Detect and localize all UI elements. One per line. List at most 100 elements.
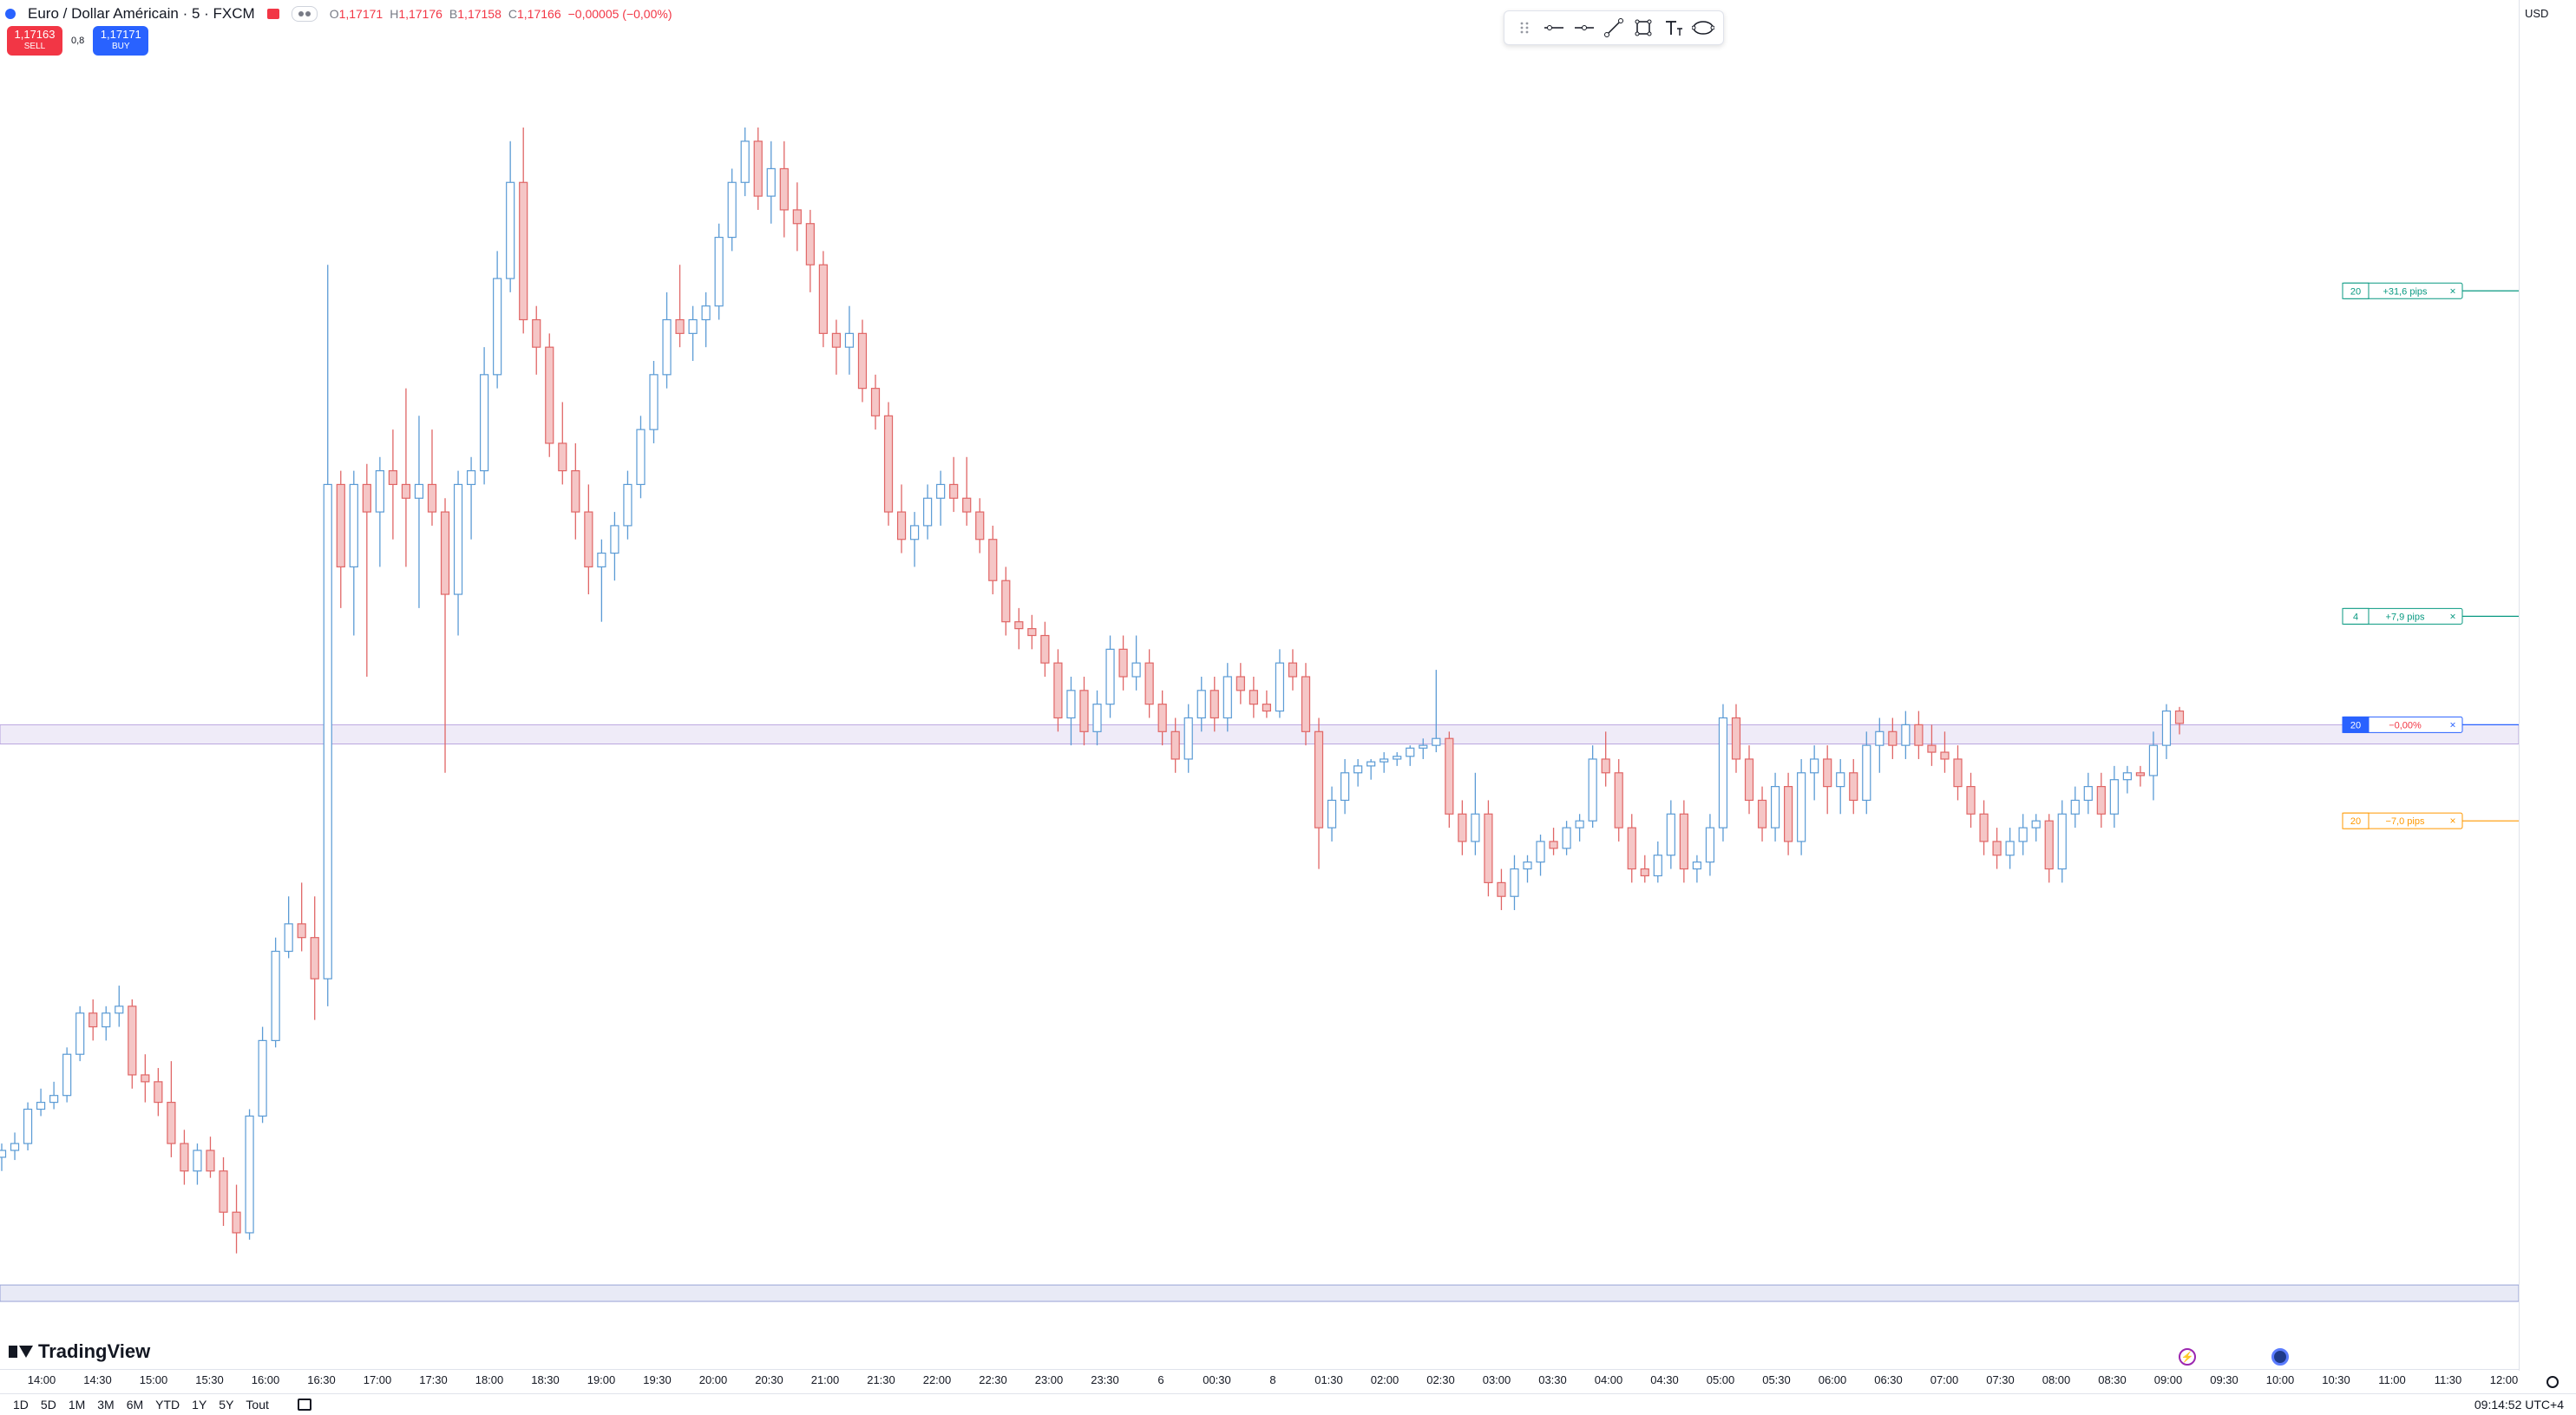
candle[interactable] <box>844 305 855 375</box>
candle[interactable] <box>1340 758 1350 815</box>
candle[interactable] <box>2057 800 2067 883</box>
candle[interactable] <box>1810 745 1819 801</box>
candle[interactable] <box>545 333 554 457</box>
candle[interactable] <box>597 539 606 622</box>
candle[interactable] <box>1718 704 1728 842</box>
candle[interactable] <box>1692 855 1701 883</box>
candle[interactable] <box>1432 670 1441 753</box>
candle[interactable] <box>480 347 489 485</box>
candle[interactable] <box>1262 690 1272 718</box>
candle[interactable] <box>401 388 411 567</box>
candle[interactable] <box>180 1130 189 1185</box>
candle[interactable] <box>1144 649 1154 718</box>
range-button[interactable]: Tout <box>246 1398 269 1412</box>
candle[interactable] <box>206 1137 215 1178</box>
candle[interactable] <box>753 127 763 210</box>
candle[interactable] <box>975 498 985 554</box>
candle[interactable] <box>1784 772 1793 855</box>
candle[interactable] <box>1523 855 1532 883</box>
tradingview-logo[interactable]: TradingView <box>9 1340 150 1363</box>
range-button[interactable]: 1D <box>13 1398 29 1412</box>
candle[interactable] <box>453 470 463 636</box>
horizontal-line-icon[interactable] <box>1542 16 1566 40</box>
candle[interactable] <box>1849 758 1858 815</box>
candle[interactable] <box>1953 745 1963 801</box>
candle[interactable] <box>740 127 750 197</box>
candle[interactable] <box>688 305 698 361</box>
candle[interactable] <box>1770 772 1780 842</box>
candle[interactable] <box>1367 758 1376 780</box>
candle[interactable] <box>1653 841 1662 883</box>
candle[interactable] <box>1327 786 1337 842</box>
candle[interactable] <box>0 1143 7 1171</box>
candle[interactable] <box>2005 828 2015 869</box>
clock[interactable]: 09:14:52 UTC+4 <box>2474 1398 2564 1412</box>
candle[interactable] <box>1118 635 1128 691</box>
candle[interactable] <box>128 999 137 1089</box>
currency-label[interactable]: USD <box>2525 7 2549 20</box>
candle[interactable] <box>219 1156 228 1227</box>
buy-button[interactable]: 1,17171 BUY <box>93 26 149 56</box>
close-order-icon[interactable]: × <box>2449 718 2455 730</box>
candle[interactable] <box>1966 772 1976 829</box>
candle[interactable] <box>988 525 998 595</box>
candle[interactable] <box>49 1081 59 1110</box>
candle[interactable] <box>1066 677 1076 746</box>
candle[interactable] <box>1079 677 1089 746</box>
trend-line-icon[interactable] <box>1602 16 1626 40</box>
range-button[interactable]: 5Y <box>219 1398 234 1412</box>
candle[interactable] <box>1588 745 1597 829</box>
candle[interactable] <box>779 141 789 238</box>
candle[interactable] <box>532 305 541 375</box>
candle[interactable] <box>2109 765 2119 829</box>
rectangle-icon[interactable] <box>1631 16 1655 40</box>
candle[interactable] <box>883 402 894 526</box>
candle[interactable] <box>519 127 528 334</box>
candle[interactable] <box>154 1068 163 1117</box>
candle[interactable] <box>1797 758 1806 855</box>
candle[interactable] <box>636 416 646 499</box>
candle[interactable] <box>493 251 502 389</box>
candle[interactable] <box>2122 765 2132 794</box>
candle[interactable] <box>506 141 515 292</box>
candle[interactable] <box>2174 706 2185 735</box>
symbol-title[interactable]: Euro / Dollar Américain · 5 · FXCM <box>28 5 255 22</box>
candle[interactable] <box>2018 814 2028 855</box>
candle[interactable] <box>1354 758 1363 787</box>
drag-handle-icon[interactable] <box>1512 16 1537 40</box>
close-order-icon[interactable]: × <box>2449 285 2455 297</box>
range-button[interactable]: YTD <box>155 1398 180 1412</box>
candle[interactable] <box>923 484 933 540</box>
candle[interactable] <box>2070 786 2080 829</box>
candle[interactable] <box>1666 800 1675 869</box>
candle[interactable] <box>1875 717 1884 773</box>
candle[interactable] <box>310 896 319 1020</box>
candle[interactable] <box>1092 690 1102 746</box>
candle[interactable] <box>870 374 881 430</box>
candle[interactable] <box>1406 745 1415 766</box>
candle[interactable] <box>962 456 972 526</box>
candle[interactable] <box>1040 621 1050 677</box>
candle[interactable] <box>1001 567 1011 636</box>
candle[interactable] <box>23 1102 33 1150</box>
candle[interactable] <box>2044 814 2054 883</box>
candle[interactable] <box>440 498 450 773</box>
gear-icon[interactable] <box>2547 1376 2559 1388</box>
candle[interactable] <box>1380 752 1389 773</box>
candle[interactable] <box>2083 772 2093 815</box>
economic-event-icon[interactable] <box>2271 1348 2289 1366</box>
candle[interactable] <box>1601 731 1610 787</box>
candle[interactable] <box>1301 663 1311 746</box>
candle[interactable] <box>1222 663 1232 732</box>
candle[interactable] <box>623 470 633 540</box>
candle[interactable] <box>1823 745 1832 815</box>
flash-event-icon[interactable]: ⚡ <box>2179 1348 2196 1366</box>
candle[interactable] <box>2135 765 2146 787</box>
candle[interactable] <box>141 1054 150 1103</box>
candle[interactable] <box>1862 731 1871 815</box>
candle[interactable] <box>88 999 98 1041</box>
candle[interactable] <box>1105 635 1115 718</box>
candle[interactable] <box>701 292 711 348</box>
candle[interactable] <box>102 1006 111 1041</box>
candle[interactable] <box>896 484 907 554</box>
